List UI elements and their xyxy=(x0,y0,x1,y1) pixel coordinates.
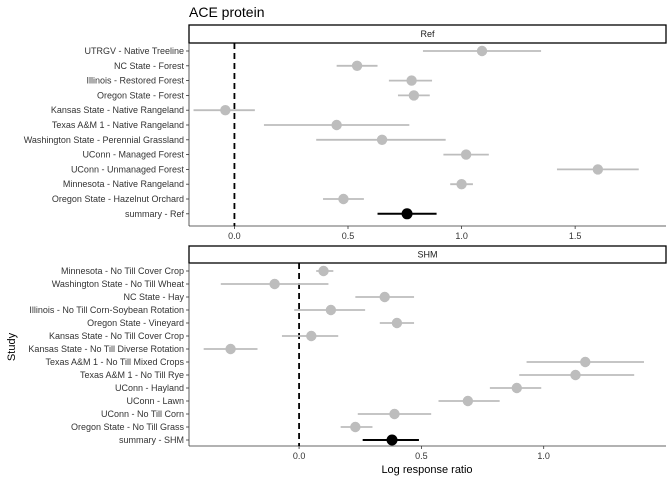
study-label: Kansas State - Native Rangeland xyxy=(51,105,184,115)
study-point xyxy=(220,105,231,116)
y-axis-title: Study xyxy=(6,332,18,361)
study-point xyxy=(225,343,236,355)
study-point xyxy=(306,330,317,342)
panel-strip-shm xyxy=(188,245,667,264)
panels-group: Ref 0.0 0.5 1.0 1.5 UTRGV - Native Treeline NC… xyxy=(24,24,667,461)
study-point xyxy=(325,304,337,316)
study-label: Minnesota - No Till Cover Crop xyxy=(61,266,184,276)
summary-point xyxy=(386,434,398,446)
study-label: Oregon State - Forest xyxy=(97,90,185,100)
panel-ref: Ref 0.0 0.5 1.0 1.5 UTRGV - Native Treeline NC… xyxy=(24,24,667,241)
study-label: Washington State - No Till Wheat xyxy=(52,279,185,289)
study-label: Oregon State - Vineyard xyxy=(87,318,184,328)
study-point xyxy=(379,291,390,303)
study-label: Illinois - No Till Corn-Soybean Rotation xyxy=(29,305,184,315)
study-point xyxy=(592,164,604,175)
study-point xyxy=(338,193,349,205)
panel-strip-label-shm: SHM xyxy=(418,250,438,260)
study-label: UConn - Hayland xyxy=(115,383,184,393)
x-tick-label: 0.5 xyxy=(342,231,355,241)
study-label: Illinois - Restored Forest xyxy=(86,76,184,86)
study-label: Washington State - Perennial Grassland xyxy=(24,135,184,145)
summary-label: summary - SHM xyxy=(119,435,184,445)
study-label: Kansas State - No Till Cover Crop xyxy=(49,331,184,341)
study-point xyxy=(331,119,342,131)
summary-label: summary - Ref xyxy=(125,209,185,219)
chart-title: ACE protein xyxy=(189,4,264,20)
study-label: Oregon State - No Till Grass xyxy=(71,422,185,432)
study-label: Oregon State - Hazelnut Orchard xyxy=(52,194,184,204)
panel-strip-label-ref: Ref xyxy=(420,29,435,39)
study-point xyxy=(511,382,522,394)
study-label: UConn - No Till Corn xyxy=(101,409,184,419)
panel-strip-ref xyxy=(188,24,667,44)
study-label: Texas A&M 1 - No Till Mixed Crops xyxy=(45,357,184,367)
study-point xyxy=(460,149,472,160)
study-label: Texas A&M 1 - Native Rangeland xyxy=(52,120,184,130)
study-point xyxy=(456,179,467,190)
study-label: Minnesota - Native Rangeland xyxy=(63,179,184,189)
study-point xyxy=(350,421,361,433)
x-tick-label: 1.0 xyxy=(537,451,550,461)
study-point xyxy=(351,60,363,71)
study-label: UConn - Unmanaged Forest xyxy=(71,164,185,174)
study-label: UConn - Managed Forest xyxy=(82,150,184,160)
panel-shm: SHM 0.0 0.5 1.0 Minnesota - No Till Cover Cr… xyxy=(28,245,667,461)
x-tick-label: 0.0 xyxy=(293,451,306,461)
summary-point xyxy=(401,208,413,220)
study-label: UTRGV - Native Treeline xyxy=(84,46,184,56)
study-label: NC State - Hay xyxy=(123,292,184,302)
study-label: Texas A&M 1 - No Till Rye xyxy=(80,370,184,380)
study-point xyxy=(376,134,388,145)
study-point xyxy=(462,395,474,407)
x-tick-label: 0.5 xyxy=(415,451,428,461)
study-point xyxy=(580,356,591,368)
study-point xyxy=(476,45,488,57)
study-point xyxy=(389,408,400,420)
study-label: UConn - Lawn xyxy=(126,396,184,406)
study-label: Kansas State - No Till Diverse Rotation xyxy=(28,344,184,354)
study-point xyxy=(408,90,420,101)
x-tick-label: 0.0 xyxy=(228,231,241,241)
study-point xyxy=(269,278,280,290)
study-point xyxy=(570,369,581,381)
study-point xyxy=(391,317,403,329)
study-point xyxy=(318,265,329,277)
x-axis-title: Log response ratio xyxy=(381,464,472,476)
study-label: NC State - Forest xyxy=(114,61,185,71)
study-point xyxy=(406,75,417,86)
x-tick-label: 1.0 xyxy=(455,231,468,241)
x-tick-label: 1.5 xyxy=(569,231,582,241)
